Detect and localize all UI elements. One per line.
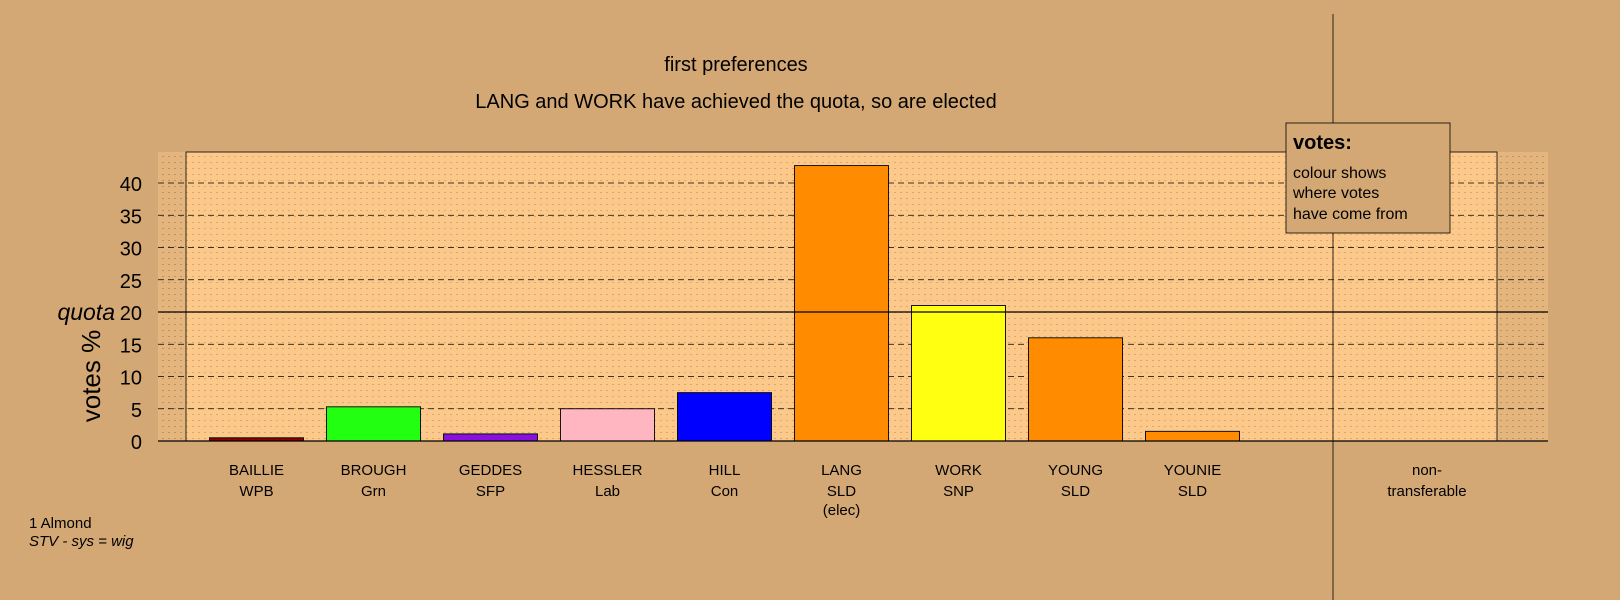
legend-box [1285, 122, 1451, 234]
candidate-name: BAILLIE [229, 462, 284, 479]
legend-line-2: where votes [1292, 185, 1379, 202]
y-tick-label: 10 [120, 368, 142, 390]
bars [209, 165, 1240, 442]
bar-hessler [560, 408, 655, 442]
x-axis-labels: BAILLIE WPB BROUGH Grn GEDDES SFP HESSLER Lab HI… [229, 462, 1221, 519]
y-tick-label: 35 [120, 206, 142, 228]
quota-label: quota [57, 299, 115, 325]
candidate-party: Lab [595, 483, 620, 500]
legend: votes: colour shows where votes have com… [1285, 122, 1451, 234]
legend-title: votes: [1293, 132, 1352, 154]
candidate-name: BROUGH [341, 462, 407, 479]
bar-lang [794, 165, 889, 442]
bar-young [1028, 337, 1123, 442]
chart-title: first preferences [664, 54, 807, 76]
y-axis-title: votes % [76, 330, 106, 423]
candidate-name: HILL [709, 462, 741, 479]
candidate-party: Con [711, 483, 739, 500]
footer-ward: 1 Almond [29, 515, 92, 532]
bar-work [911, 305, 1006, 442]
candidate-party: SNP [943, 483, 974, 500]
candidate-name: YOUNIE [1164, 462, 1222, 479]
candidate-name: LANG [821, 462, 862, 479]
y-axis-ticks: 0 5 10 15 20 25 30 35 40 [120, 174, 142, 454]
candidate-name: WORK [935, 462, 982, 479]
bar-younie [1145, 430, 1240, 442]
candidate-name: HESSLER [572, 462, 642, 479]
bar-hill [677, 392, 772, 442]
candidate-party: SFP [476, 483, 505, 500]
candidate-name: GEDDES [459, 462, 522, 479]
y-tick-label: 40 [120, 174, 142, 196]
candidate-party: SLD [827, 483, 856, 500]
candidate-party: WPB [239, 483, 273, 500]
y-tick-label: 25 [120, 271, 142, 293]
y-tick-label: 20 [120, 303, 142, 325]
candidate-party: SLD [1061, 483, 1090, 500]
candidate-note: (elec) [823, 502, 861, 519]
footer-system: STV - sys = wig [29, 533, 134, 550]
y-tick-label: 0 [131, 432, 142, 454]
candidate-party: Grn [361, 483, 386, 500]
candidate-name: YOUNG [1048, 462, 1103, 479]
legend-line-1: colour shows [1293, 165, 1386, 182]
nontransferable-label-line1: non- [1412, 462, 1442, 479]
legend-line-3: have come from [1293, 206, 1408, 223]
chart-subtitle: LANG and WORK have achieved the quota, s… [475, 91, 996, 113]
y-tick-label: 30 [120, 239, 142, 261]
nontransferable-label-line2: transferable [1387, 483, 1466, 500]
bar-brough [326, 406, 421, 442]
candidate-party: SLD [1178, 483, 1207, 500]
bar-geddes [443, 433, 538, 442]
y-tick-label: 15 [120, 335, 142, 357]
y-tick-label: 5 [131, 400, 142, 422]
